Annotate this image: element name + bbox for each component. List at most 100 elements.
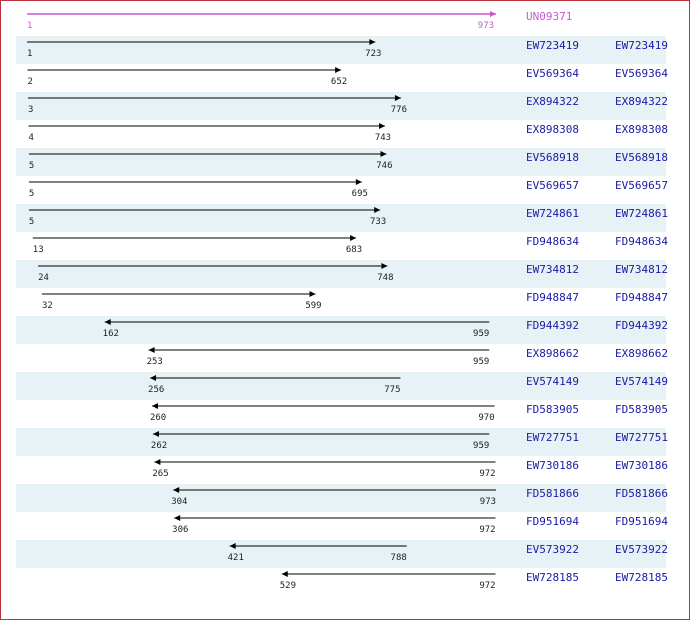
end-position: 776 — [390, 105, 407, 115]
accession-id[interactable]: EW723419 — [526, 39, 579, 52]
accession-id[interactable]: FD948634 — [526, 235, 579, 248]
accession-link[interactable]: EX898308 — [615, 123, 668, 136]
accession-id[interactable]: EW728185 — [526, 571, 579, 584]
alignment-row: 1 723 EW723419 EW723419 — [16, 36, 668, 64]
accession-id[interactable]: EW734812 — [526, 263, 579, 276]
arrowhead-icon — [281, 571, 288, 577]
accession-link[interactable]: EV569657 — [615, 179, 668, 192]
end-position: 743 — [374, 133, 392, 143]
accession-link[interactable]: EV568918 — [615, 151, 668, 164]
end-position: 733 — [369, 217, 387, 227]
alignment-row: 306 972 FD951694 FD951694 — [16, 512, 668, 540]
accession-link[interactable]: EW723419 — [615, 39, 668, 52]
start-position: 529 — [279, 581, 297, 591]
alignment-arrow — [229, 543, 407, 549]
accession-link[interactable]: EV573922 — [615, 543, 668, 556]
arrowhead-icon — [350, 235, 357, 241]
accession-id[interactable]: EV568918 — [526, 151, 579, 164]
accession-link[interactable]: FD944392 — [615, 319, 668, 332]
alignment-arrow — [28, 179, 362, 185]
start-position: 2 — [27, 77, 33, 87]
accession-link[interactable]: EW728185 — [615, 571, 668, 584]
accession-id[interactable]: FD948847 — [526, 291, 579, 304]
alignment-row: 253 959 EX898662 EX898662 — [16, 344, 668, 372]
alignment-row: 256 775 EV574149 EV574149 — [16, 372, 668, 400]
start-position: 5 — [28, 189, 35, 199]
start-position: 260 — [149, 413, 167, 423]
end-position: 746 — [376, 161, 393, 171]
accession-id[interactable]: EW727751 — [526, 431, 579, 444]
end-position: 599 — [305, 301, 322, 311]
reference-id[interactable]: UN09371 — [526, 10, 573, 23]
accession-id[interactable]: EV574149 — [526, 375, 579, 388]
accession-link[interactable]: EW734812 — [615, 263, 668, 276]
start-position: 306 — [172, 525, 189, 535]
accession-link[interactable]: FD948634 — [615, 235, 668, 248]
alignment-arrow — [28, 151, 387, 157]
accession-link[interactable]: EV574149 — [615, 375, 668, 388]
accession-link[interactable]: EW730186 — [615, 459, 668, 472]
arrowhead-icon — [374, 207, 381, 213]
accession-link[interactable]: EV569364 — [615, 67, 668, 80]
accession-id[interactable]: FD583905 — [526, 403, 579, 416]
accession-link[interactable]: EX894322 — [615, 95, 668, 108]
end-position: 972 — [479, 469, 496, 479]
arrowhead-icon — [150, 375, 157, 381]
start-position: 265 — [152, 469, 169, 479]
accession-link[interactable]: EX898662 — [615, 347, 668, 360]
end-position: 748 — [377, 273, 394, 283]
accession-link[interactable]: EW724861 — [615, 207, 668, 220]
accession-id[interactable]: EV569364 — [526, 67, 579, 80]
alignment-arrow — [27, 39, 376, 45]
accession-link[interactable]: FD581866 — [615, 487, 668, 500]
alignment-arrow — [173, 487, 496, 493]
arrowhead-icon — [369, 39, 376, 45]
alignment-row: 260 970 FD583905 FD583905 — [16, 400, 668, 428]
accession-id[interactable]: FD944392 — [526, 319, 579, 332]
end-position: 959 — [473, 357, 490, 367]
arrowhead-icon — [309, 291, 316, 297]
alignment-row: 5 695 EV569657 EV569657 — [16, 176, 668, 204]
alignment-arrow — [151, 403, 495, 409]
accession-id[interactable]: EW730186 — [526, 459, 579, 472]
accession-id[interactable]: EX898662 — [526, 347, 579, 360]
accession-id[interactable]: FD951694 — [526, 515, 579, 528]
start-position: 4 — [28, 133, 34, 143]
end-position: 970 — [478, 413, 495, 423]
end-position: 788 — [390, 553, 407, 563]
accession-link[interactable]: EW727751 — [615, 431, 668, 444]
arrowhead-icon — [379, 123, 386, 129]
accession-link[interactable]: FD583905 — [615, 403, 668, 416]
end-position: 959 — [473, 329, 490, 339]
end-position: 695 — [351, 189, 368, 199]
accession-id[interactable]: EV569657 — [526, 179, 579, 192]
arrowhead-icon — [104, 319, 111, 325]
accession-link[interactable]: FD951694 — [615, 515, 668, 528]
start-position: 5 — [28, 161, 35, 171]
arrowhead-icon — [174, 515, 181, 521]
accession-id[interactable]: EW724861 — [526, 207, 579, 220]
arrowhead-icon — [148, 347, 155, 353]
accession-link[interactable]: FD948847 — [615, 291, 668, 304]
reference-arrow — [27, 11, 496, 17]
start-position: 253 — [146, 357, 163, 367]
start-position: 162 — [102, 329, 119, 339]
start-position: 1 — [27, 21, 33, 31]
alignment-row: 262 959 EW727751 EW727751 — [16, 428, 668, 456]
end-position: 959 — [473, 441, 490, 451]
start-position: 13 — [32, 245, 44, 255]
alignment-arrow — [148, 347, 490, 353]
accession-id[interactable]: EX898308 — [526, 123, 579, 136]
arrowhead-icon — [380, 151, 387, 157]
start-position: 32 — [41, 301, 53, 311]
alignment-row: 2 652 EV569364 EV569364 — [16, 64, 668, 92]
accession-id[interactable]: EV573922 — [526, 543, 579, 556]
arrowhead-icon — [154, 459, 161, 465]
end-position: 775 — [384, 385, 401, 395]
reference-row: 1 973 UN09371 — [16, 8, 666, 36]
alignment-row: 265 972 EW730186 EW730186 — [16, 456, 668, 484]
arrowhead-icon — [173, 487, 180, 493]
end-position: 972 — [479, 581, 496, 591]
accession-id[interactable]: EX894322 — [526, 95, 579, 108]
accession-id[interactable]: FD581866 — [526, 487, 579, 500]
